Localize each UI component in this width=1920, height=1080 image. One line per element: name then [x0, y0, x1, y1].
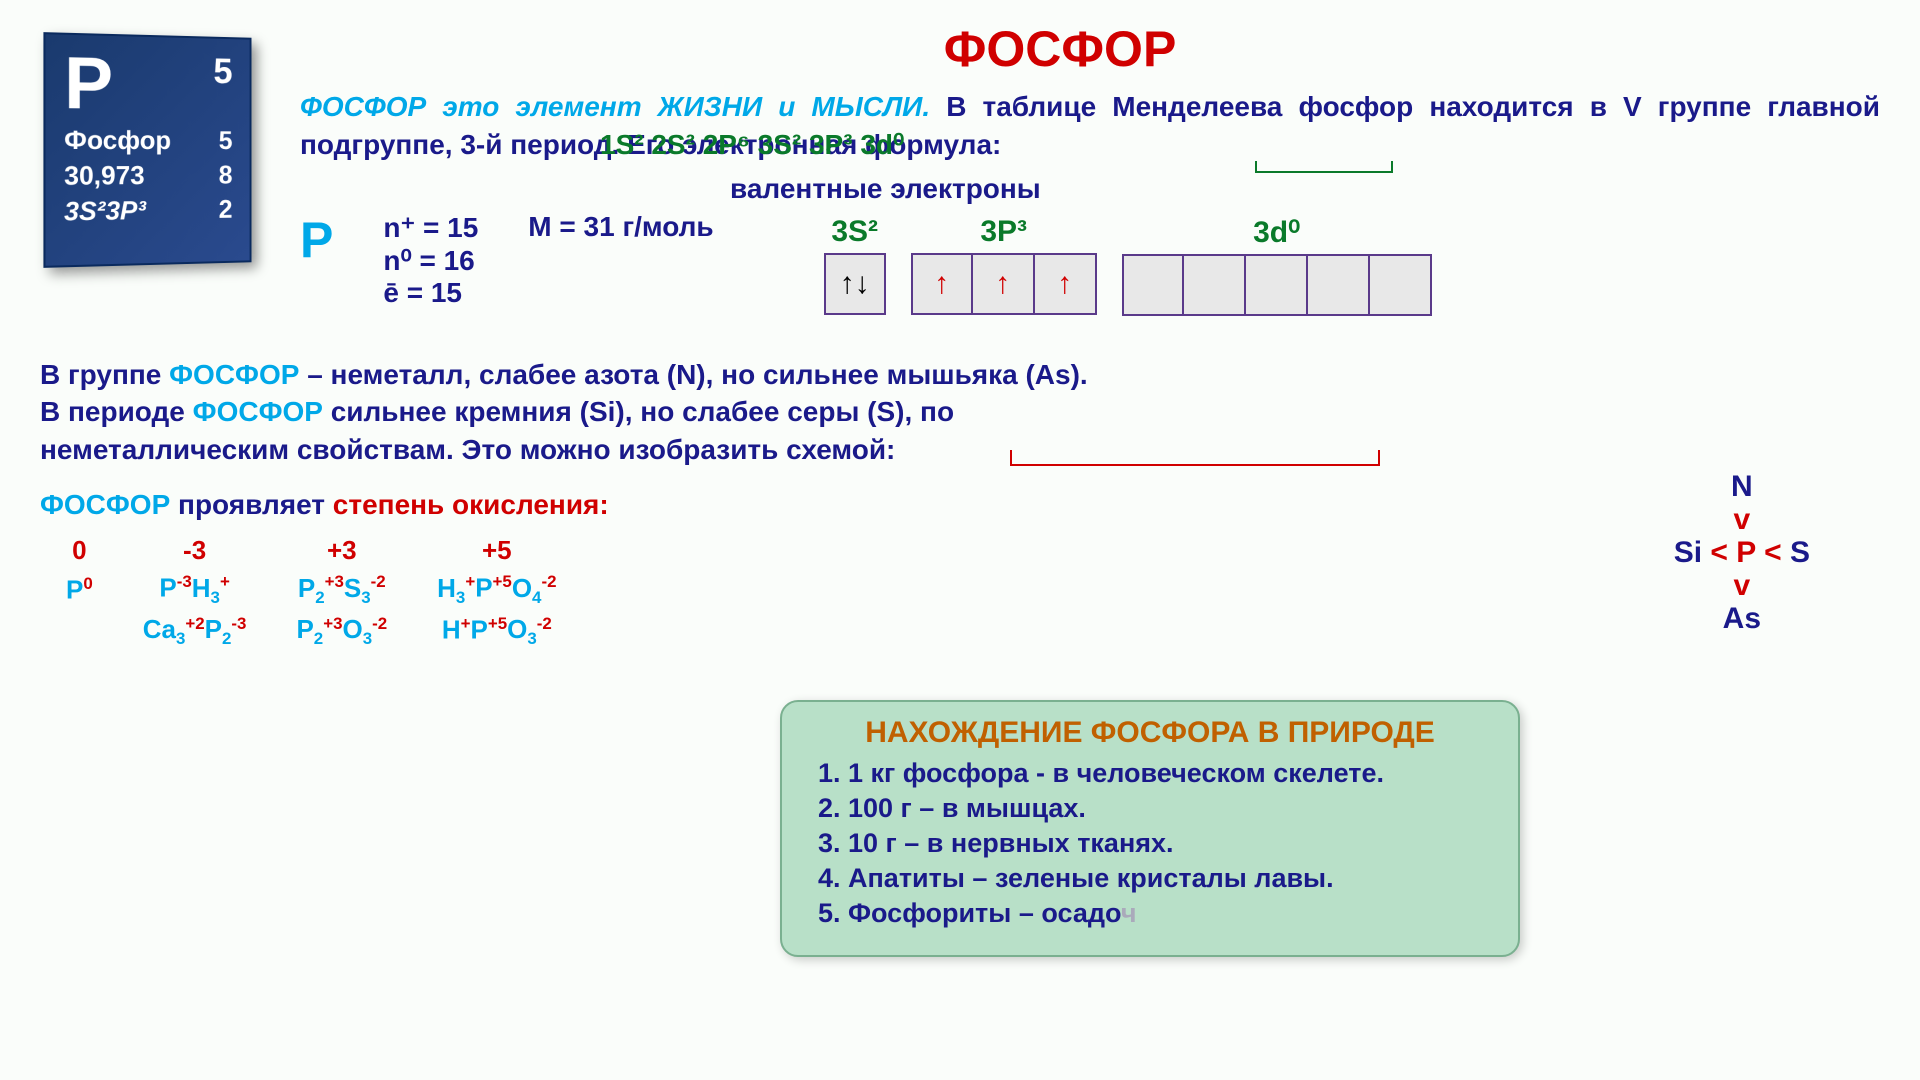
- m2a: В периоде: [40, 396, 193, 427]
- oxidation-table: 0 -3 +3 +5 P0 P-3H3+ P2+3S3-2 H3+P+5O4-2…: [40, 531, 582, 654]
- orbital-3d: 3d⁰: [1122, 215, 1432, 316]
- nature-item: Фосфориты – осадоч: [848, 898, 1492, 929]
- n-plus: n⁺ = 15: [383, 211, 478, 244]
- nature-item: 10 г – в нервных тканях.: [848, 828, 1492, 859]
- tile-v2: 5: [219, 125, 233, 156]
- orbital-cell: [1246, 254, 1308, 316]
- econf-text: 1S² 2S² 2P⁶ 3S² 3P³ 3d⁰: [600, 129, 904, 160]
- nature-box: НАХОЖДЕНИЕ ФОСФОРА В ПРИРОДЕ 1 кг фосфор…: [780, 700, 1520, 957]
- scheme-as: As: [1674, 602, 1810, 635]
- ox-h3: +5: [413, 533, 580, 568]
- bracket-bottom: [1010, 450, 1380, 466]
- tile-config: 3S²3P³: [64, 195, 146, 226]
- scheme-si: Si: [1674, 536, 1702, 569]
- ox-ta: ФОСФОР: [40, 489, 170, 520]
- orbital-cell: ↑: [1035, 253, 1097, 315]
- bracket-top: [1255, 161, 1393, 173]
- m1c: – неметалл, слабее азота (N), но сильнее…: [299, 359, 1087, 390]
- m2b: ФОСФОР: [193, 396, 323, 427]
- element-tile: P 5 Фосфор 5 30,973 8 3S²3P³ 2: [43, 32, 251, 268]
- orbital-cell: [1122, 254, 1184, 316]
- nature-list: 1 кг фосфора - в человеческом скелете. 1…: [808, 758, 1492, 929]
- nature-item: 1 кг фосфора - в человеческом скелете.: [848, 758, 1492, 789]
- ox-tb: проявляет: [170, 489, 333, 520]
- comparison-scheme: N v Si < P < S v As: [1674, 470, 1810, 635]
- oxidation-section: ФОСФОР проявляет степень окисления: 0 -3…: [40, 489, 1880, 654]
- tile-symbol: P: [64, 43, 113, 125]
- mid-text: В группе ФОСФОР – неметалл, слабее азота…: [40, 356, 1160, 469]
- tile-mass: 30,973: [64, 160, 144, 191]
- electron-config: 1S² 2S² 2P⁶ 3S² 3P³ 3d⁰ валентные электр…: [600, 128, 1880, 205]
- orbital-3d-label: 3d⁰: [1122, 215, 1432, 250]
- page-title: ФОСФОР: [240, 20, 1880, 78]
- orbital-3s-label: 3S²: [824, 215, 886, 249]
- nature-title: НАХОЖДЕНИЕ ФОСФОРА В ПРИРОДЕ: [808, 716, 1492, 750]
- m1b: ФОСФОР: [169, 359, 299, 390]
- orbital-cell: [1370, 254, 1432, 316]
- scheme-s: S: [1790, 536, 1810, 569]
- tile-v3: 8: [219, 160, 233, 191]
- orbital-3p-label: 3P³: [911, 215, 1097, 249]
- nature-item-5: Фосфориты – осадо: [848, 898, 1121, 928]
- scheme-p: P: [1736, 536, 1755, 569]
- tile-name: Фосфор: [64, 124, 171, 155]
- m1a: В группе: [40, 359, 169, 390]
- valence-label: валентные электроны: [730, 173, 1880, 205]
- scheme-n: N: [1674, 470, 1810, 503]
- orbital-cell: ↑: [911, 253, 973, 315]
- ox-h0: 0: [42, 533, 117, 568]
- molar-mass: M = 31 г/моль: [528, 211, 713, 316]
- orbital-3s: 3S² ↑↓: [824, 215, 886, 315]
- orbital-cell: ↑: [973, 253, 1035, 315]
- n-zero: n⁰ = 16: [383, 244, 478, 277]
- intro-lead: ФОСФОР это элемент ЖИЗНИ и МЫСЛИ.: [300, 91, 930, 122]
- big-p: P: [300, 211, 333, 316]
- nature-item: 100 г – в мышцах.: [848, 793, 1492, 824]
- ox-h1: -3: [119, 533, 271, 568]
- orbital-cell: ↑↓: [824, 253, 886, 315]
- orbital-3p: 3P³ ↑ ↑ ↑: [911, 215, 1097, 315]
- properties-row: P n⁺ = 15 n⁰ = 16 ē = 15 M = 31 г/моль 3…: [300, 211, 1880, 316]
- nature-item: Апатиты – зеленые кристалы лавы.: [848, 863, 1492, 894]
- tile-group: 5: [213, 50, 232, 92]
- orbital-cell: [1184, 254, 1246, 316]
- orbital-diagram: 3S² ↑↓ 3P³ ↑ ↑ ↑ 3d⁰: [824, 215, 1432, 316]
- ox-tc: степень окисления:: [333, 489, 609, 520]
- e-count: ē = 15: [383, 277, 478, 309]
- tile-v4: 2: [219, 194, 233, 225]
- orbital-cell: [1308, 254, 1370, 316]
- ox-h2: +3: [272, 533, 411, 568]
